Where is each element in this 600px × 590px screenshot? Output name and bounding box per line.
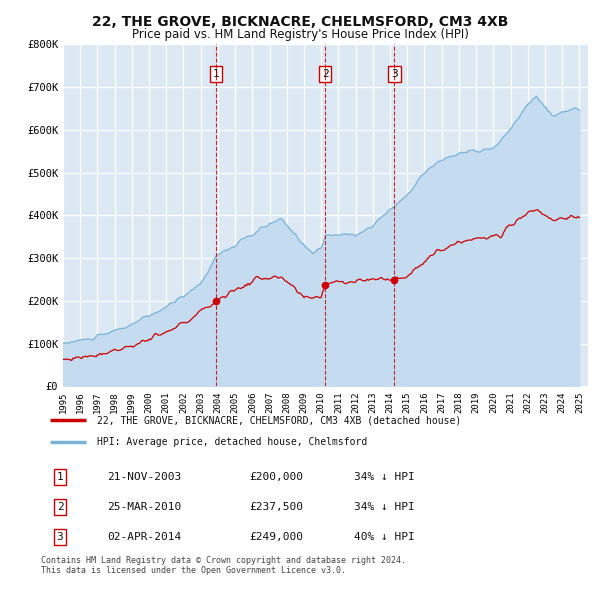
Text: 1: 1	[56, 471, 64, 481]
Text: 22, THE GROVE, BICKNACRE, CHELMSFORD, CM3 4XB (detached house): 22, THE GROVE, BICKNACRE, CHELMSFORD, CM…	[97, 415, 461, 425]
Text: 25-MAR-2010: 25-MAR-2010	[107, 502, 182, 512]
Text: 21-NOV-2003: 21-NOV-2003	[107, 471, 182, 481]
Text: Price paid vs. HM Land Registry's House Price Index (HPI): Price paid vs. HM Land Registry's House …	[131, 28, 469, 41]
Text: £237,500: £237,500	[249, 502, 303, 512]
Text: 34% ↓ HPI: 34% ↓ HPI	[354, 502, 415, 512]
Text: Contains HM Land Registry data © Crown copyright and database right 2024.
This d: Contains HM Land Registry data © Crown c…	[41, 556, 406, 575]
Text: 22, THE GROVE, BICKNACRE, CHELMSFORD, CM3 4XB: 22, THE GROVE, BICKNACRE, CHELMSFORD, CM…	[92, 15, 508, 29]
Text: 2: 2	[322, 69, 329, 79]
Text: £200,000: £200,000	[249, 471, 303, 481]
Text: £249,000: £249,000	[249, 532, 303, 542]
Text: 3: 3	[56, 532, 64, 542]
Text: 02-APR-2014: 02-APR-2014	[107, 532, 182, 542]
Text: 40% ↓ HPI: 40% ↓ HPI	[354, 532, 415, 542]
Text: 3: 3	[391, 69, 398, 79]
Text: HPI: Average price, detached house, Chelmsford: HPI: Average price, detached house, Chel…	[97, 437, 367, 447]
Text: 1: 1	[213, 69, 220, 79]
Text: 34% ↓ HPI: 34% ↓ HPI	[354, 471, 415, 481]
Text: 2: 2	[56, 502, 64, 512]
